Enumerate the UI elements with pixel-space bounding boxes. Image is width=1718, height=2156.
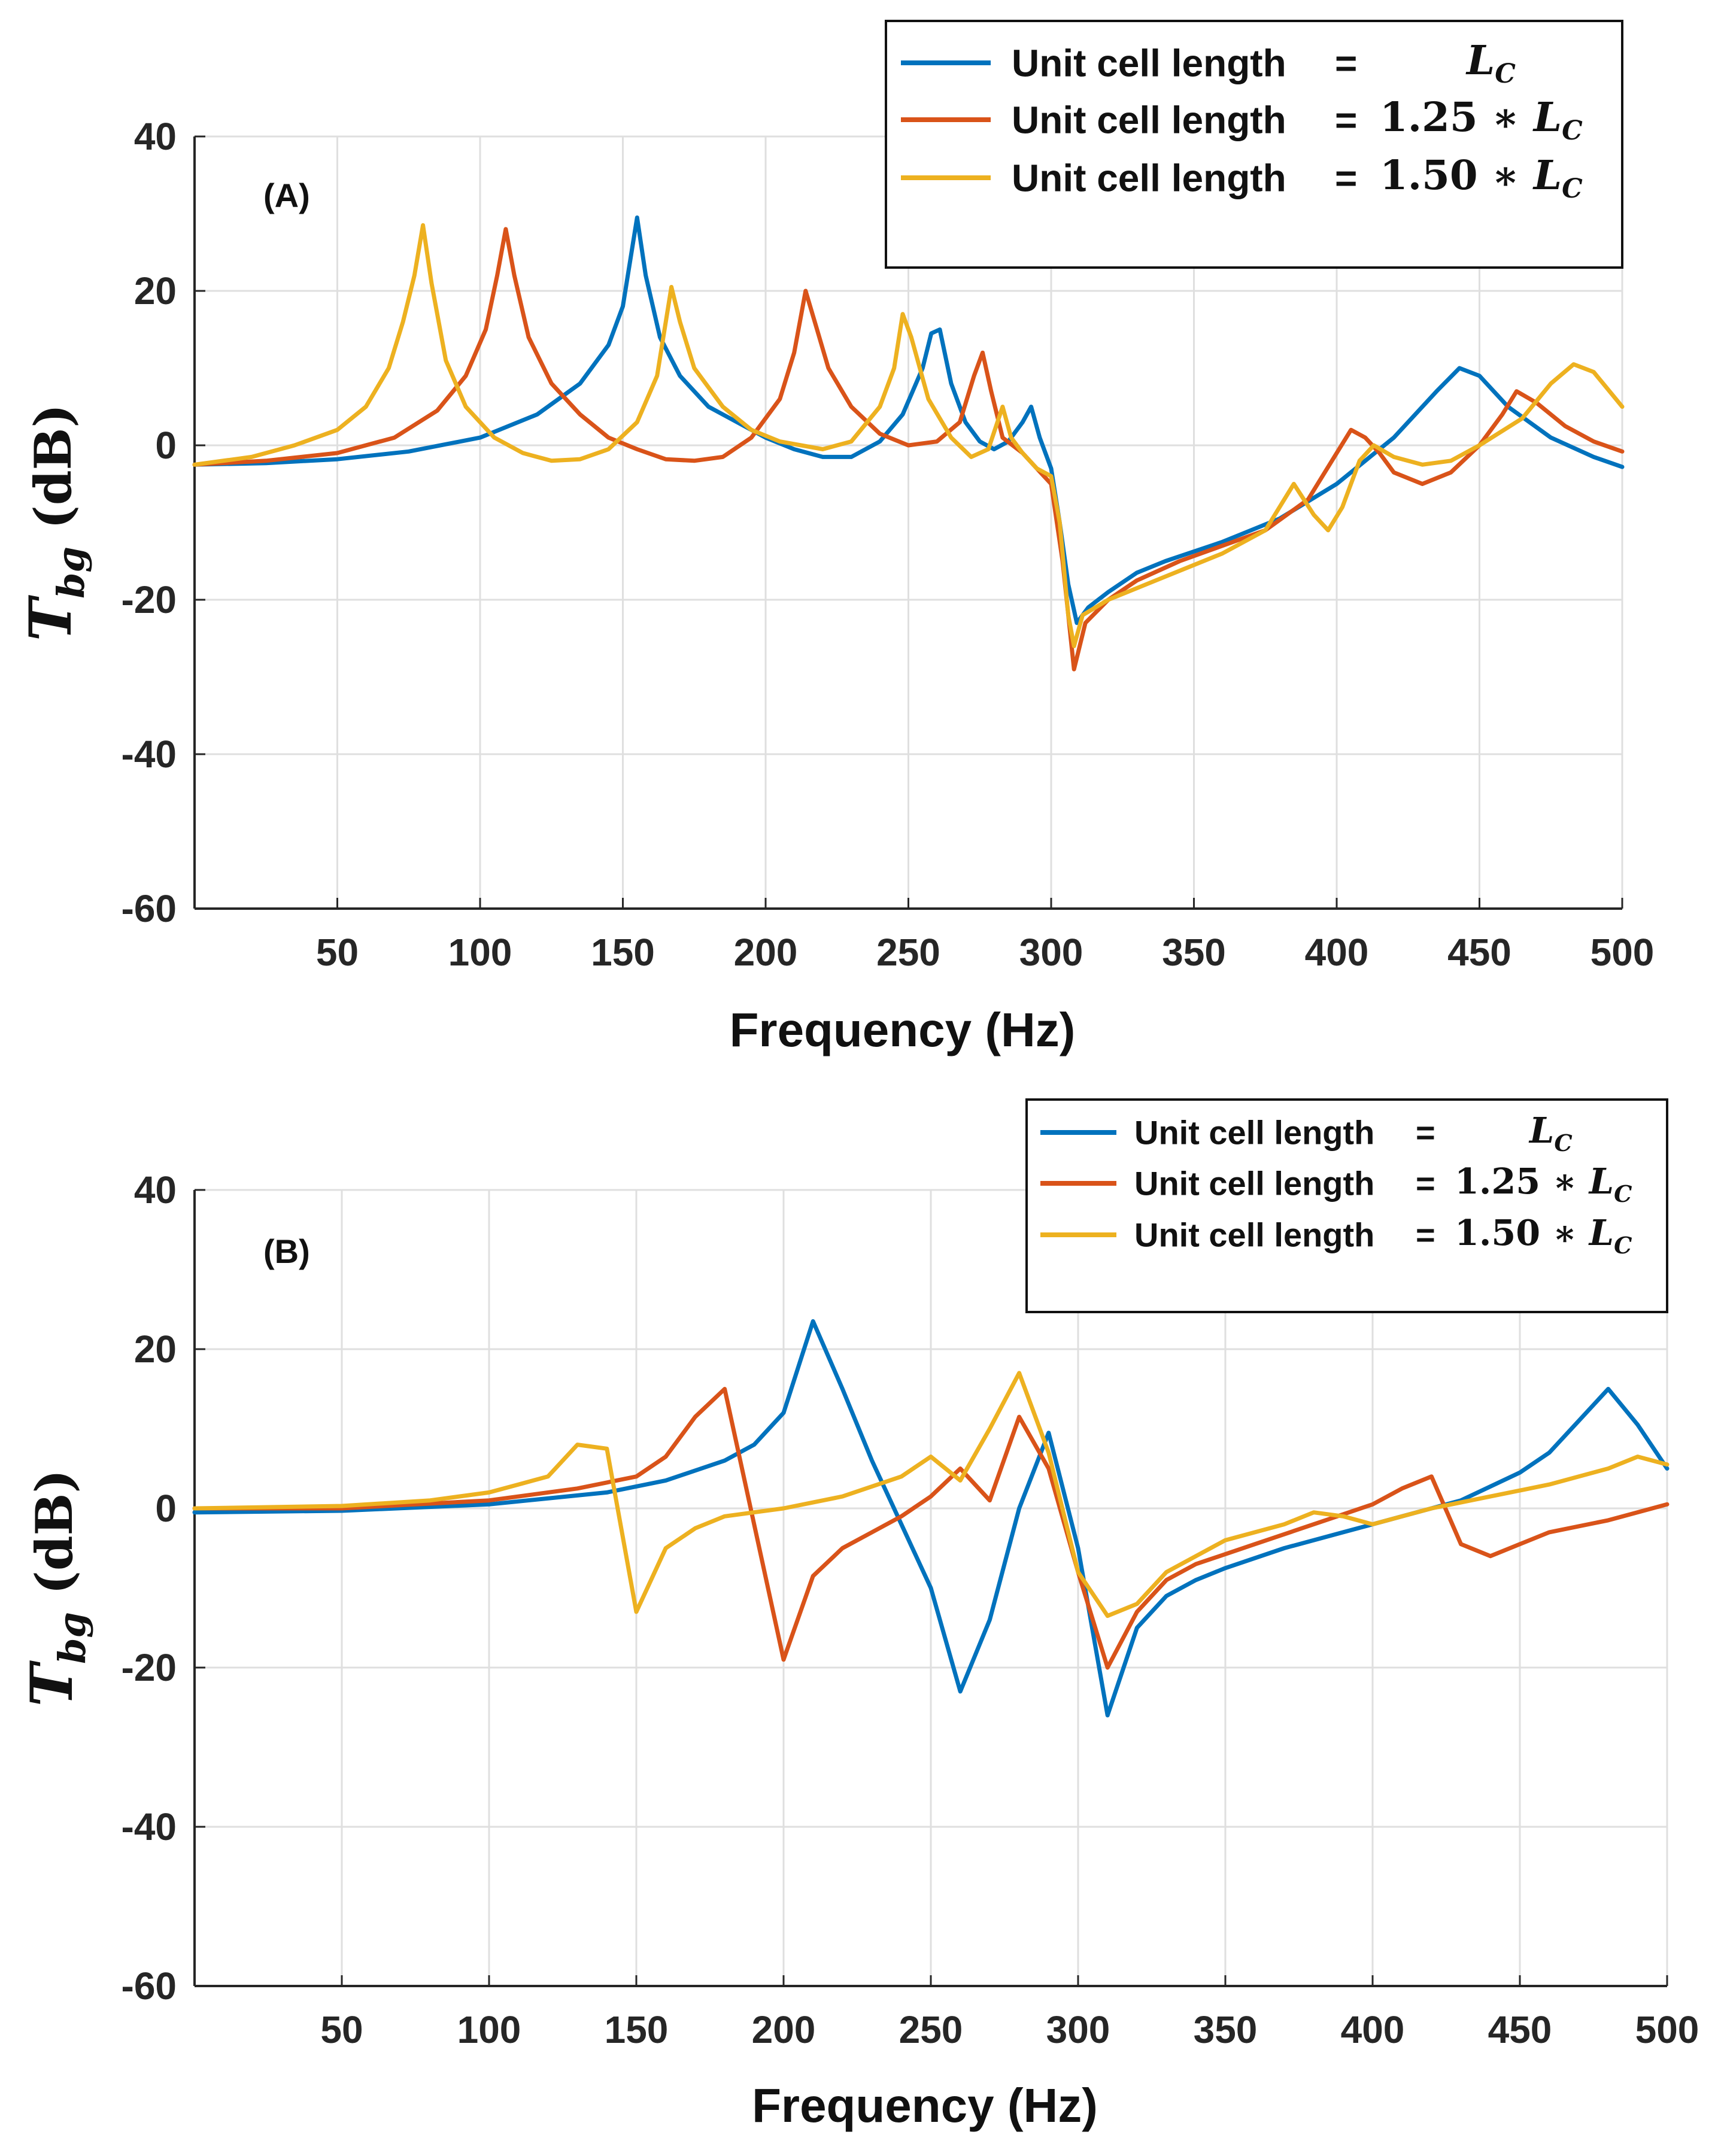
x-tick-label: 450	[1447, 931, 1511, 974]
series-line-1	[192, 215, 1625, 625]
legend-entry-expression: LC	[1528, 1110, 1573, 1156]
legend-box	[1025, 1098, 1668, 1313]
x-tick-label: 300	[1019, 931, 1083, 974]
y-tick-label: -40	[122, 1805, 177, 1848]
x-tick-label: 400	[1341, 2008, 1405, 2051]
legend-entry-equals: =	[1416, 1165, 1435, 1202]
y-tick-label: -60	[122, 1964, 177, 2008]
y-tick-label: 20	[134, 269, 177, 312]
x-tick-label: 250	[876, 931, 940, 974]
legend-entry-equals: =	[1416, 1114, 1435, 1152]
x-tick-label: 100	[448, 931, 512, 974]
x-tick-label: 500	[1635, 2008, 1699, 2051]
legend-entry-expression: 1.50 ∗ LC	[1380, 151, 1583, 204]
legend-entry-equals: =	[1335, 156, 1357, 199]
series-line-1	[192, 1319, 1670, 1718]
x-tick-label: 100	[457, 2008, 521, 2051]
x-tick-label: 300	[1046, 2008, 1110, 2051]
series-line-2	[192, 227, 1625, 672]
y-tick-label: -20	[122, 1646, 177, 1689]
x-tick-label: 50	[316, 931, 359, 974]
legend-entry-expression: 1.25 ∗ LC	[1455, 1161, 1632, 1207]
legend-entry-label: Unit cell length	[1134, 1114, 1374, 1152]
y-tick-label: 0	[155, 1487, 177, 1530]
legend-entry-label: Unit cell length	[1012, 156, 1286, 199]
y-tick-label: 40	[134, 115, 177, 158]
legend-entry-label: Unit cell length	[1134, 1216, 1374, 1254]
chart-panel-b: 50 100 150 200 250 300 350 400 450 50040200-20-40…	[18, 1098, 1699, 2132]
x-tick-label: 150	[591, 931, 655, 974]
series-line-3	[192, 1371, 1670, 1618]
series-line-3	[192, 223, 1625, 648]
x-tick-label: 500	[1590, 931, 1655, 974]
series-line-2	[192, 1387, 1670, 1670]
legend-entry-expression: 1.25 ∗ LC	[1380, 93, 1583, 146]
panel-label: (A)	[263, 177, 310, 214]
x-tick-label: 350	[1194, 2008, 1258, 2051]
y-tick-label: -20	[122, 578, 177, 621]
y-tick-label: -40	[122, 733, 177, 776]
legend-entry-equals: =	[1335, 98, 1357, 141]
legend-entry-equals: =	[1416, 1216, 1435, 1254]
x-tick-label: 400	[1305, 931, 1369, 974]
x-axis-label: Frequency (Hz)	[752, 2079, 1098, 2132]
x-tick-label: 200	[734, 931, 798, 974]
x-tick-label: 150	[605, 2008, 669, 2051]
y-axis-label: Tbg (dB)	[17, 404, 93, 642]
y-tick-label: 0	[155, 424, 177, 467]
y-axis-label: Tbg (dB)	[18, 1469, 94, 1707]
x-tick-label: 250	[899, 2008, 963, 2051]
x-axis-label: Frequency (Hz)	[730, 1003, 1076, 1056]
legend-entry-label: Unit cell length	[1134, 1165, 1374, 1202]
legend-entry-label: Unit cell length	[1012, 98, 1286, 141]
x-tick-label: 200	[752, 2008, 816, 2051]
chart-panel-a: 50 100 150 200 250 300 350 400 450 50040200-20-40…	[17, 20, 1655, 1056]
legend: Unit cell length = LC Unit cell length = 1.25…	[885, 20, 1623, 269]
legend-entry-label: Unit cell length	[1012, 41, 1286, 84]
legend-entry-expression: LC	[1465, 37, 1516, 89]
x-tick-label: 450	[1488, 2008, 1552, 2051]
panel-label: (B)	[263, 1232, 310, 1270]
y-tick-label: -60	[122, 887, 177, 930]
x-tick-label: 350	[1162, 931, 1226, 974]
x-tick-label: 50	[320, 2008, 363, 2051]
legend-entry-expression: 1.50 ∗ LC	[1455, 1212, 1632, 1259]
y-tick-label: 20	[134, 1328, 177, 1371]
y-tick-label: 40	[134, 1168, 177, 1211]
legend-box	[885, 20, 1623, 269]
legend: Unit cell length = LC Unit cell length = 1.25…	[1025, 1098, 1668, 1313]
legend-entry-equals: =	[1335, 41, 1357, 84]
